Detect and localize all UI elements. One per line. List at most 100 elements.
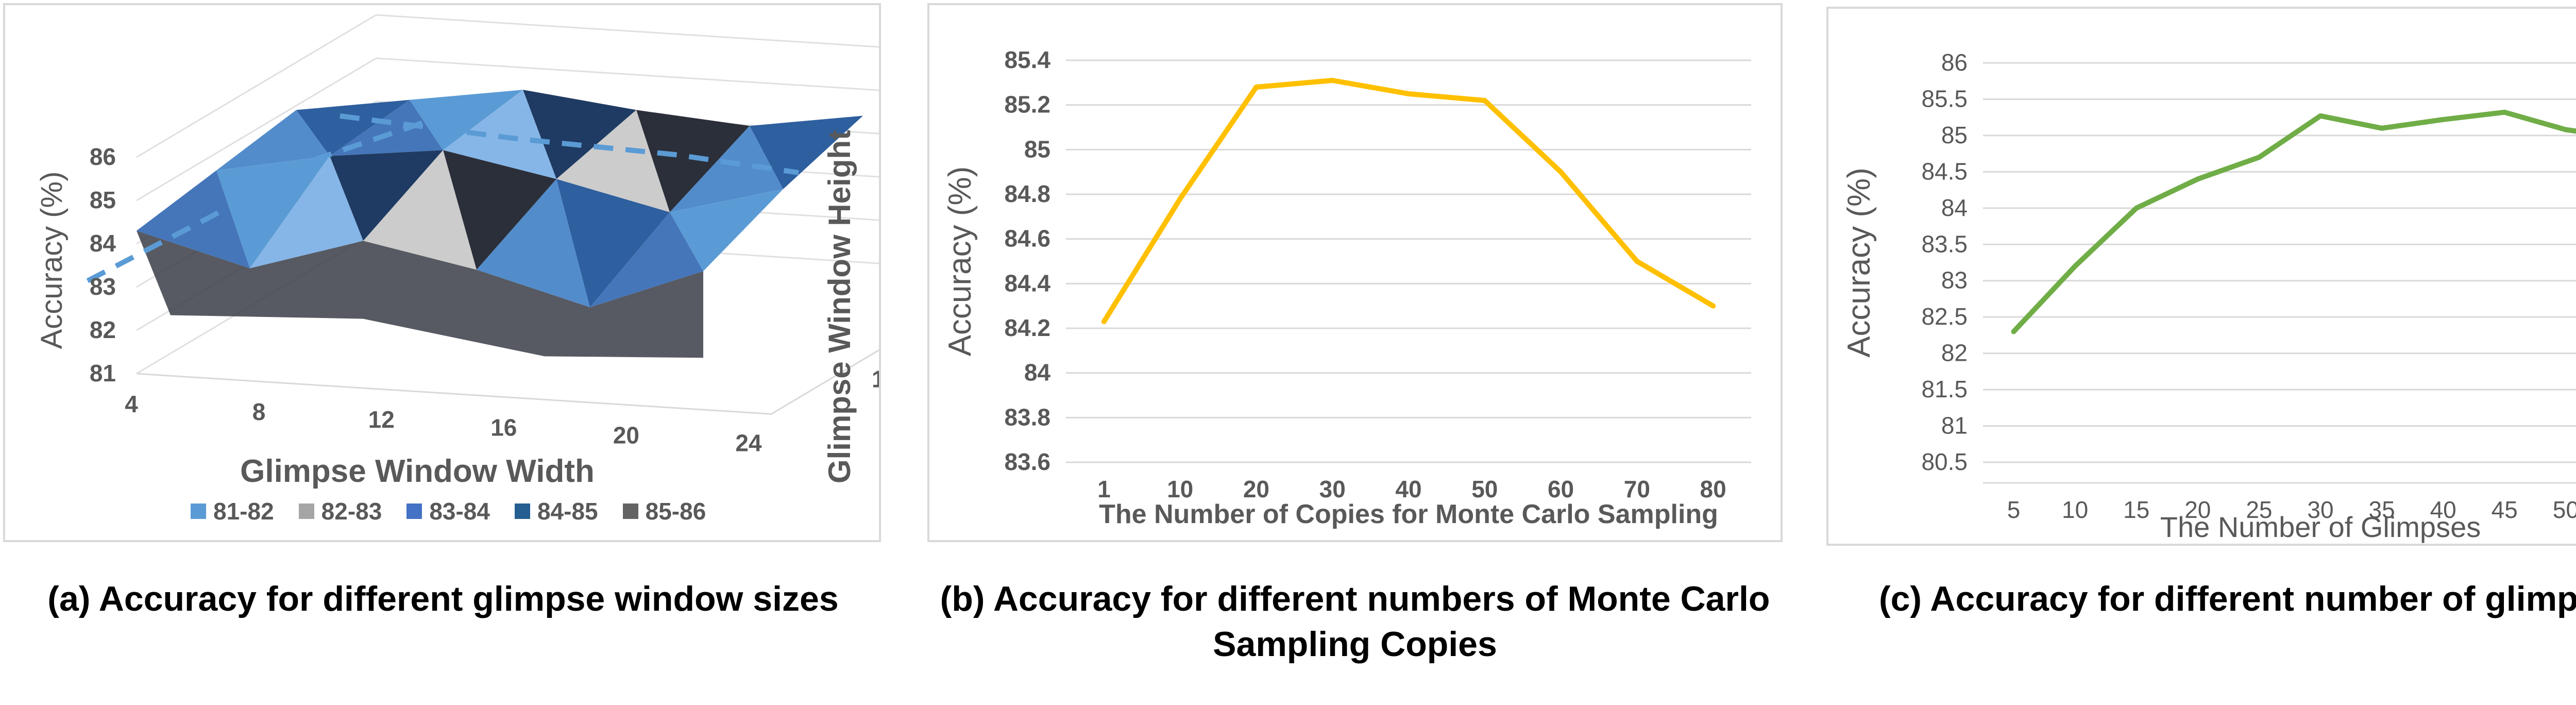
data-point bbox=[1634, 259, 1640, 264]
legend-swatch bbox=[622, 503, 638, 519]
y-tick-label: 80.5 bbox=[1921, 448, 1968, 475]
surface-facet bbox=[410, 90, 523, 150]
x-tick-label: 35 bbox=[2369, 496, 2395, 523]
data-point bbox=[2318, 113, 2323, 119]
legend-swatch bbox=[191, 503, 206, 519]
data-point bbox=[2133, 205, 2139, 211]
y-tick-label: 82.5 bbox=[1921, 303, 1968, 330]
y-tick-label: 83.8 bbox=[1004, 404, 1050, 430]
data-point bbox=[2563, 127, 2569, 132]
surface-chart-panel: 81828384858648121620241224Glimpse Window… bbox=[3, 3, 881, 542]
surface-facet bbox=[250, 156, 363, 268]
y-tick-label: 85 bbox=[1024, 136, 1050, 162]
surface-facet bbox=[590, 212, 703, 308]
data-point bbox=[1330, 78, 1335, 83]
data-point bbox=[1253, 85, 1259, 90]
surface-skirt bbox=[137, 230, 703, 358]
surface-facet bbox=[636, 110, 750, 212]
legend-label: 85-86 bbox=[645, 498, 706, 525]
y-tick-label: 86 bbox=[1941, 49, 1968, 76]
data-point bbox=[2072, 263, 2078, 269]
monte-carlo-chart-panel: 83.6 83.8 84 84.2 84.4 84.6 84.8 85 85.2 85.4 1 10 2… bbox=[927, 3, 1783, 542]
legend-label: 84-85 bbox=[537, 498, 598, 525]
x-tick-label: 24 bbox=[735, 430, 762, 457]
legend-item: 85-86 bbox=[622, 497, 706, 525]
x-tick-label: 20 bbox=[613, 422, 639, 448]
legend-swatch bbox=[406, 503, 422, 519]
x-tick-label: 45 bbox=[2492, 496, 2518, 523]
legend-label: 83-84 bbox=[429, 498, 490, 525]
y-tick-label: 83.5 bbox=[1921, 230, 1968, 257]
depth-tick-label: 12 bbox=[872, 365, 879, 392]
y-tick-label: 84 bbox=[1024, 359, 1051, 386]
x-tick-label: 40 bbox=[2430, 496, 2456, 523]
legend-label: 82-83 bbox=[321, 498, 382, 525]
data-point bbox=[1101, 319, 1107, 324]
y-axis-title: Accuracy (%) bbox=[1841, 167, 1877, 358]
y-tick-label: 85.4 bbox=[1004, 46, 1050, 73]
trend-line bbox=[340, 113, 799, 175]
wall-gridline bbox=[136, 57, 879, 202]
y-tick-label: 83.6 bbox=[1004, 448, 1050, 475]
y-tick-label: 84.5 bbox=[1921, 158, 1968, 184]
caption-b-line2: Sampling Copies bbox=[1213, 625, 1497, 664]
surface-facet bbox=[296, 99, 410, 156]
data-point bbox=[1482, 98, 1487, 103]
x-tick-label: 8 bbox=[252, 398, 266, 425]
wall-gridline bbox=[136, 14, 879, 158]
x-axis-title: Glimpse Window Width bbox=[240, 454, 595, 489]
surface-facet bbox=[556, 179, 670, 308]
data-point bbox=[1406, 91, 1411, 96]
series-line bbox=[2011, 109, 2576, 334]
surface-legend: 81-82 82-83 83-84 84-85 85-86 bbox=[191, 497, 706, 525]
y-axis-title: Accuracy (%) bbox=[35, 172, 69, 349]
data-point bbox=[2379, 125, 2385, 131]
x-tick-label: 40 bbox=[1395, 476, 1421, 502]
data-point bbox=[1710, 303, 1716, 309]
legend-label: 81-82 bbox=[213, 498, 274, 525]
x-tick-label: 60 bbox=[1548, 476, 1574, 502]
x-tick-label: 15 bbox=[2123, 496, 2149, 523]
x-axis-title: The Number of Glimpses bbox=[2160, 511, 2481, 543]
z-tick-label: 84 bbox=[90, 230, 116, 257]
glimpses-chart-panel: 80.5 81 81.5 82 82.5 83 83.5 84 84.5 85 85.5 86 5 10 1… bbox=[1826, 7, 2576, 546]
data-point bbox=[1558, 169, 1564, 175]
x-tick-label: 10 bbox=[2062, 496, 2088, 523]
y-tick-label: 84.4 bbox=[1004, 270, 1050, 296]
surface-facet bbox=[750, 115, 863, 189]
x-tick-label: 20 bbox=[1243, 476, 1269, 502]
legend-swatch bbox=[298, 503, 314, 519]
surface-chart: 81828384858648121620241224Glimpse Window… bbox=[35, 14, 879, 489]
surface-facet bbox=[477, 179, 590, 308]
caption-c: (c) Accuracy for different number of gli… bbox=[1832, 576, 2576, 622]
x-tick-label: 30 bbox=[1319, 476, 1346, 502]
y-tick-label: 84 bbox=[1941, 194, 1968, 221]
x-tick-label: 70 bbox=[1624, 476, 1650, 502]
surface-facet bbox=[443, 150, 556, 270]
legend-item: 81-82 bbox=[191, 497, 274, 525]
x-tick-label: 30 bbox=[2307, 496, 2333, 523]
surface-facet bbox=[216, 110, 330, 171]
series-line bbox=[1101, 78, 1716, 324]
x-tick-label: 10 bbox=[1167, 476, 1193, 502]
surface-facet bbox=[523, 90, 636, 179]
x-tick-label: 5 bbox=[2007, 496, 2021, 523]
surface-facet bbox=[137, 170, 250, 268]
surface-facet bbox=[330, 150, 443, 241]
x-tick-label: 1 bbox=[1097, 476, 1111, 502]
trend-line bbox=[86, 119, 429, 283]
data-point bbox=[2256, 155, 2262, 160]
surface-facet bbox=[670, 126, 783, 212]
floor-edge bbox=[136, 349, 879, 415]
monte-carlo-line-chart: 83.6 83.8 84 84.2 84.4 84.6 84.8 85 85.2 85.4 1 10 2… bbox=[942, 46, 1751, 529]
legend-swatch bbox=[514, 503, 530, 519]
y-tick-label: 81 bbox=[1941, 412, 1968, 439]
y-tick-label: 83 bbox=[1941, 267, 1968, 294]
x-tick-label: 80 bbox=[1700, 476, 1726, 502]
caption-a: (a) Accuracy for different glimpse windo… bbox=[0, 576, 886, 622]
x-tick-label: 4 bbox=[125, 391, 138, 417]
y-axis-title: Accuracy (%) bbox=[942, 166, 978, 357]
y-tick-label: 85 bbox=[1941, 122, 1968, 148]
y-tick-label: 82 bbox=[1941, 340, 1968, 366]
surface-facet bbox=[216, 156, 330, 268]
